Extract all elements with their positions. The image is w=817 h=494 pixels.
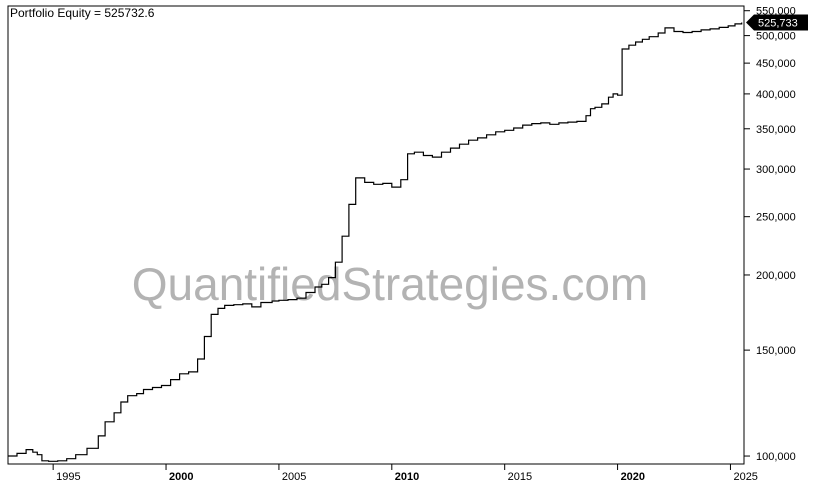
last-value-badge-text: 525,733 [758, 17, 798, 29]
y-tick-label-100000: 100,000 [756, 451, 796, 463]
y-tick-label-250000: 250,000 [756, 212, 796, 224]
x-tick-label-2000: 2000 [169, 471, 193, 483]
series-layer [8, 22, 743, 462]
last-value-badge: 525,733 [746, 14, 808, 31]
x-axis: 1995 2000 2005 2010 2015 2020 2025 [52, 464, 758, 483]
x-tick-label-2010: 2010 [395, 471, 419, 483]
legend-label: Portfolio Equity = 525732.6 [10, 6, 155, 20]
y-axis: 100,000 150,000 200,000 250,000 300,000 350,0… [744, 6, 796, 463]
y-tick-label-350000: 350,000 [756, 124, 796, 136]
watermark-text: QuantifiedStrategies.com [132, 258, 649, 310]
y-tick-label-400000: 400,000 [756, 89, 796, 101]
y-tick-label-450000: 450,000 [756, 58, 796, 70]
x-tick-label-2005: 2005 [282, 471, 306, 483]
equity-line-series-0 [8, 22, 743, 462]
y-tick-label-150000: 150,000 [756, 345, 796, 357]
plot-frame [7, 5, 745, 465]
x-tick-label-1995: 1995 [56, 471, 80, 483]
x-tick-label-2015: 2015 [508, 471, 532, 483]
y-tick-label-300000: 300,000 [756, 164, 796, 176]
x-tick-label-2025: 2025 [733, 471, 757, 483]
y-tick-label-200000: 200,000 [756, 270, 796, 282]
y-tick-label-500000: 500,000 [756, 31, 796, 43]
x-tick-label-2020: 2020 [621, 471, 645, 483]
last-value-badge-shape [746, 14, 808, 31]
